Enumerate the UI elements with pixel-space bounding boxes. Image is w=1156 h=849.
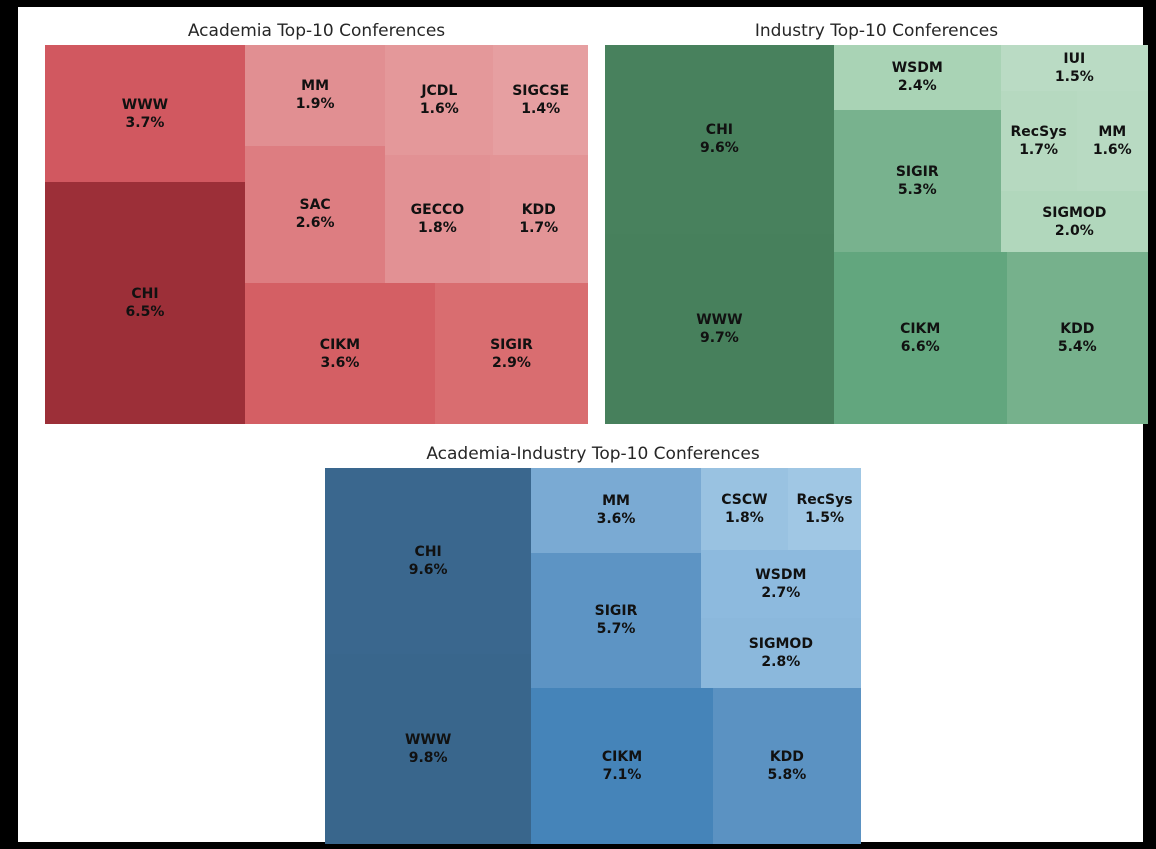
cell-percentage: 1.9%	[295, 96, 335, 113]
cell-percentage: 2.8%	[761, 653, 801, 670]
cell-percentage: 1.5%	[1054, 68, 1094, 85]
cell-percentage: 5.7%	[596, 621, 636, 638]
cell-percentage: 9.8%	[408, 750, 448, 767]
cell-percentage: 5.3%	[897, 181, 937, 198]
cell-conference-name: SAC	[299, 197, 331, 214]
treemap-plot-industry: CHI 9.6% WWW 9.7% WSDM 2.4% SIGIR 5.3% IUI 1.5% Re…	[605, 45, 1148, 424]
treemap-cell-cikm: CIKM 3.6%	[244, 283, 435, 424]
cell-conference-name: CIKM	[319, 336, 361, 353]
treemap-cell-chi: CHI 9.6%	[325, 468, 532, 655]
chart-title-academia: Academia Top-10 Conferences	[187, 21, 446, 41]
treemap-cell-sac: SAC 2.6%	[244, 145, 386, 284]
cell-percentage: 1.6%	[419, 100, 459, 117]
treemap-cell-wsdm: WSDM 2.4%	[833, 45, 1001, 110]
cell-conference-name: MM	[1098, 124, 1127, 141]
cell-percentage: 9.6%	[699, 140, 739, 157]
cell-percentage: 3.6%	[320, 354, 360, 371]
cell-conference-name: SIGIR	[594, 603, 638, 620]
cell-percentage: 9.6%	[408, 562, 448, 579]
cell-conference-name: SIGCSE	[512, 82, 570, 99]
cell-percentage: 2.9%	[492, 354, 531, 371]
treemap-cell-www: WWW 9.8%	[325, 654, 532, 844]
treemap-cell-kdd: KDD 5.8%	[712, 687, 861, 844]
treemap-cell-sigmod: SIGMOD 2.0%	[1000, 191, 1148, 253]
cell-conference-name: WSDM	[755, 566, 807, 583]
cell-conference-name: SIGMOD	[1042, 204, 1107, 221]
cell-conference-name: SIGIR	[490, 336, 533, 353]
cell-conference-name: RecSys	[1010, 124, 1067, 141]
cell-conference-name: CHI	[414, 544, 442, 561]
treemap-cell-gecco: GECCO 1.8%	[385, 154, 490, 284]
treemap-cell-www: WWW 3.7%	[45, 45, 245, 183]
figure-canvas: Academia Top-10 Conferences WWW 3.7% CHI 6.…	[18, 7, 1148, 844]
cell-conference-name: WWW	[121, 96, 169, 113]
cell-percentage: 2.6%	[295, 215, 335, 232]
cell-percentage: 1.8%	[417, 220, 457, 237]
cell-percentage: 1.4%	[521, 100, 561, 117]
treemap-cell-recsys: RecSys 1.7%	[1000, 90, 1077, 192]
cell-percentage: 6.6%	[900, 339, 940, 356]
cell-conference-name: CIKM	[601, 748, 643, 765]
cell-conference-name: CHI	[705, 122, 733, 139]
cell-conference-name: MM	[301, 78, 330, 95]
cell-conference-name: MM	[602, 493, 630, 510]
treemap-cell-sigcse: SIGCSE 1.4%	[493, 45, 588, 155]
cell-percentage: 1.8%	[725, 510, 764, 527]
cell-percentage: 9.7%	[699, 329, 739, 346]
cell-percentage: 2.7%	[761, 584, 801, 601]
cell-conference-name: KDD	[521, 202, 556, 219]
treemap-cell-mm: MM 3.6%	[531, 468, 701, 553]
treemap-cell-recsys: RecSys 1.5%	[788, 468, 861, 551]
treemap-plot-academia: WWW 3.7% CHI 6.5% MM 1.9% SAC 2.6% JCDL 1.6% SIGCS…	[45, 45, 588, 424]
treemap-cell-cikm: CIKM 7.1%	[531, 687, 713, 844]
cell-conference-name: SIGIR	[895, 163, 939, 180]
treemap-plot-academia-industry: CHI 9.6% WWW 9.8% MM 3.6% SIGIR 5.7% CSCW 1.8% Rec…	[325, 468, 861, 844]
chart-title-academia-industry: Academia-Industry Top-10 Conferences	[426, 444, 760, 464]
treemap-cell-mm: MM 1.9%	[244, 45, 386, 146]
cell-percentage: 7.1%	[602, 766, 642, 783]
cell-percentage: 5.8%	[767, 766, 807, 783]
cell-percentage: 3.6%	[596, 511, 636, 528]
cell-conference-name: WWW	[404, 732, 452, 749]
treemap-cell-chi: CHI 9.6%	[605, 45, 834, 234]
cell-conference-name: CSCW	[721, 492, 768, 509]
treemap-cell-kdd: KDD 5.4%	[1006, 252, 1148, 424]
treemap-cell-iui: IUI 1.5%	[1000, 45, 1148, 91]
cell-percentage: 1.7%	[1019, 142, 1059, 159]
cell-conference-name: CIKM	[900, 321, 941, 338]
treemap-cell-sigir: SIGIR 5.7%	[531, 552, 701, 688]
cell-conference-name: WSDM	[891, 60, 943, 77]
treemap-cell-sigir: SIGIR 5.3%	[833, 109, 1001, 253]
cell-conference-name: SIGMOD	[748, 635, 813, 652]
cell-percentage: 1.7%	[519, 220, 559, 237]
cell-percentage: 3.7%	[125, 114, 165, 131]
cell-percentage: 1.6%	[1092, 142, 1132, 159]
treemap-cell-sigmod: SIGMOD 2.8%	[700, 617, 861, 688]
cell-percentage: 2.4%	[897, 78, 937, 95]
treemap-cell-mm: MM 1.6%	[1076, 90, 1148, 192]
treemap-cell-jcdl: JCDL 1.6%	[385, 45, 494, 155]
cell-percentage: 6.5%	[125, 304, 165, 321]
cell-conference-name: JCDL	[421, 82, 458, 99]
cell-conference-name: WWW	[696, 311, 743, 328]
cell-percentage: 1.5%	[805, 510, 844, 527]
treemap-cell-chi: CHI 6.5%	[45, 182, 245, 424]
cell-percentage: 5.4%	[1057, 339, 1097, 356]
cell-conference-name: CHI	[131, 286, 159, 303]
chart-title-industry: Industry Top-10 Conferences	[754, 21, 999, 41]
cell-conference-name: KDD	[1060, 321, 1095, 338]
cell-conference-name: KDD	[769, 748, 804, 765]
cell-percentage: 2.0%	[1054, 222, 1094, 239]
treemap-cell-kdd: KDD 1.7%	[489, 154, 588, 284]
treemap-cell-wsdm: WSDM 2.7%	[700, 550, 861, 618]
cell-conference-name: RecSys	[796, 492, 853, 509]
treemap-cell-cikm: CIKM 6.6%	[833, 252, 1007, 424]
cell-conference-name: GECCO	[410, 202, 465, 219]
treemap-cell-www: WWW 9.7%	[605, 233, 834, 424]
cell-conference-name: IUI	[1063, 50, 1086, 67]
treemap-cell-cscw: CSCW 1.8%	[700, 468, 789, 551]
treemap-cell-sigir: SIGIR 2.9%	[434, 283, 588, 424]
